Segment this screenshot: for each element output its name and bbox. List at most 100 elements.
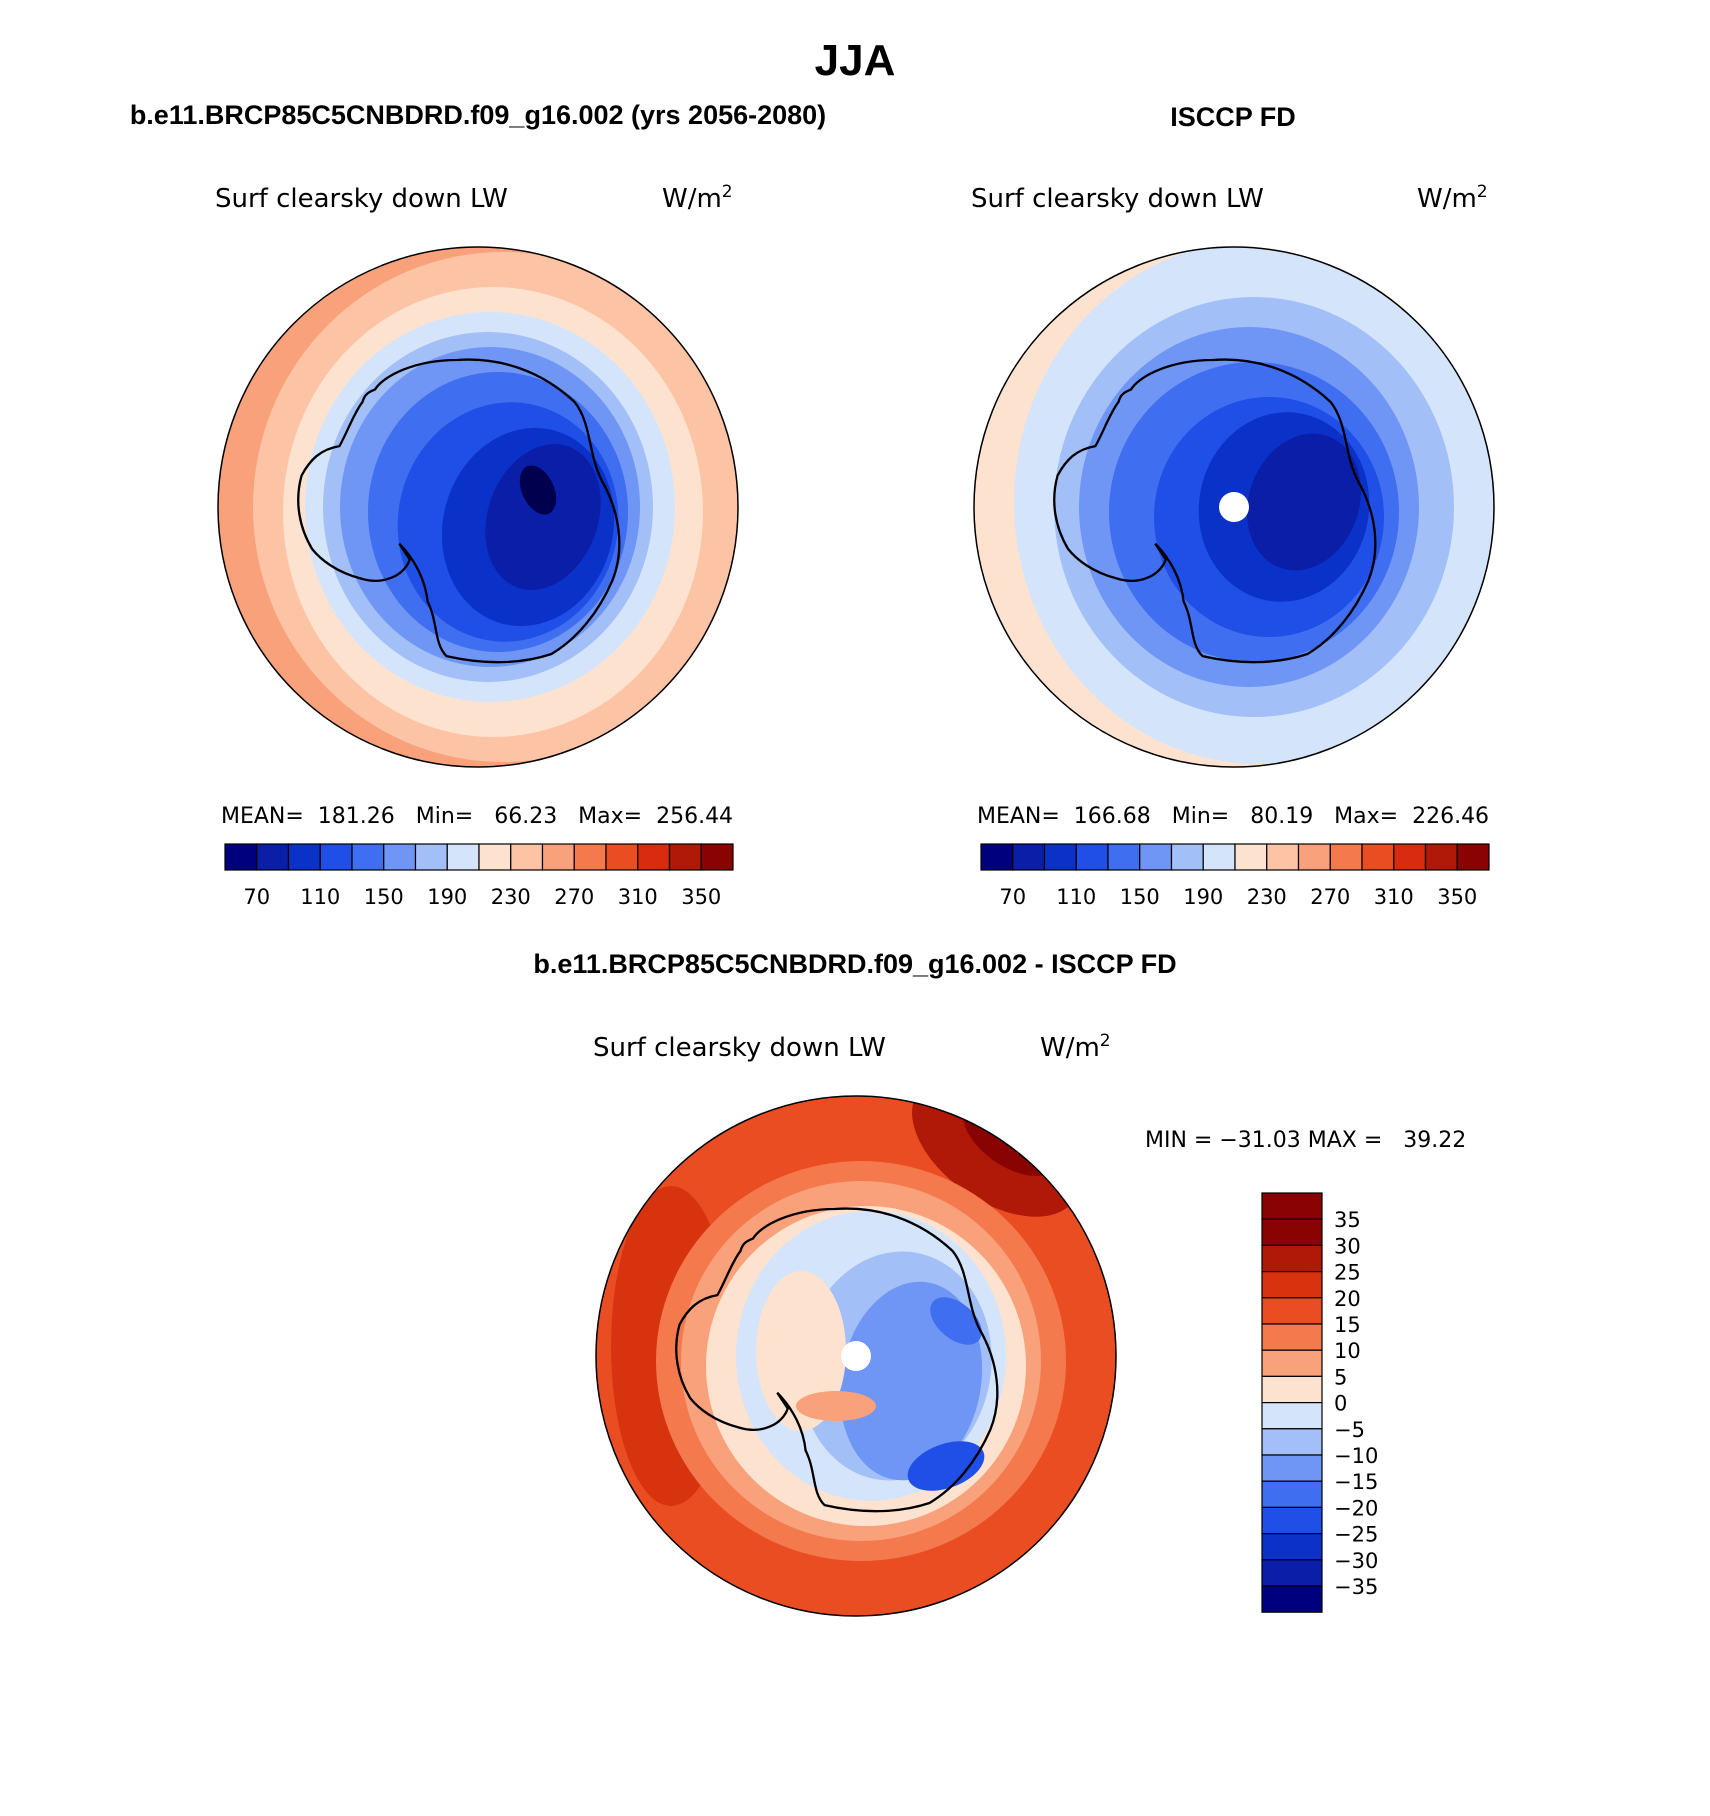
colorbar-swatch bbox=[256, 843, 290, 871]
colorbar-swatch bbox=[1261, 1480, 1323, 1508]
colorbar-swatch bbox=[478, 843, 512, 871]
colorbar-tick-label: 230 bbox=[491, 885, 531, 909]
colorbar-tick-label: 110 bbox=[1056, 885, 1096, 909]
panel-title: b.e11.BRCP85C5CNBDRD.f09_g16.002 - ISCCP… bbox=[533, 949, 1176, 979]
map-boundary bbox=[973, 246, 1495, 768]
colorbar-swatch bbox=[668, 843, 702, 871]
colorbar-swatch bbox=[1107, 843, 1141, 871]
colorbar-tick-label: 350 bbox=[1437, 885, 1477, 909]
contour-band bbox=[907, 1441, 985, 1491]
colorbar-swatch bbox=[446, 843, 480, 871]
colorbar-swatch bbox=[287, 843, 321, 871]
colorbar-tick-label: −35 bbox=[1334, 1575, 1378, 1599]
polar-map bbox=[218, 247, 738, 767]
colorbar-swatch bbox=[1261, 1270, 1323, 1299]
colorbar-tick-label: −20 bbox=[1334, 1496, 1378, 1520]
colorbar-swatch bbox=[1261, 1192, 1323, 1220]
colorbar-swatch bbox=[1261, 1244, 1323, 1273]
colorbar-swatch bbox=[1361, 843, 1395, 871]
map-boundary bbox=[595, 1095, 1117, 1617]
colorbar-swatch bbox=[1261, 1532, 1323, 1561]
colorbar-tick-label: 110 bbox=[300, 885, 340, 909]
colorbar-tick-label: 190 bbox=[1183, 885, 1223, 909]
variable-label: Surf clearsky down LW bbox=[215, 184, 508, 214]
units-label: W/m2 bbox=[1040, 1031, 1111, 1063]
contour-band bbox=[756, 1271, 846, 1431]
colorbar-tick-label: 270 bbox=[1310, 885, 1350, 909]
colorbar-tick-label: 35 bbox=[1334, 1208, 1361, 1232]
map-boundary bbox=[217, 246, 739, 768]
colorbar-tick-label: 5 bbox=[1334, 1365, 1347, 1389]
variable-label: Surf clearsky down LW bbox=[593, 1033, 886, 1063]
colorbar-tick-label: −5 bbox=[1334, 1418, 1365, 1442]
colorbar-tick-label: 350 bbox=[681, 885, 721, 909]
stats-label: MEAN= 166.68 Min= 80.19 Max= 226.46 bbox=[977, 804, 1489, 829]
colorbar-tick-label: 310 bbox=[1374, 885, 1414, 909]
colorbar-swatch bbox=[1261, 1506, 1323, 1535]
colorbar-swatch bbox=[573, 843, 607, 871]
colorbar-tick-label: 20 bbox=[1334, 1287, 1361, 1311]
colorbar-tick-label: −10 bbox=[1334, 1444, 1378, 1468]
colorbar-swatch bbox=[1261, 1349, 1323, 1377]
colorbar-tick-label: 150 bbox=[1120, 885, 1160, 909]
colorbar-swatch bbox=[319, 843, 353, 871]
units-label: W/m2 bbox=[662, 182, 733, 214]
colorbar-tick-label: −15 bbox=[1334, 1470, 1378, 1494]
colorbar-swatch bbox=[700, 843, 734, 871]
colorbar-swatch bbox=[1424, 843, 1458, 871]
colorbar-swatch bbox=[1261, 1218, 1323, 1246]
colorbar-swatch bbox=[1261, 1559, 1323, 1587]
colorbar-swatch bbox=[980, 843, 1014, 871]
polar-map bbox=[596, 1096, 1116, 1616]
colorbar-swatch bbox=[1234, 843, 1268, 871]
colorbar-tick-label: 10 bbox=[1334, 1339, 1361, 1363]
contour-band bbox=[930, 1297, 982, 1345]
contour-band bbox=[485, 444, 601, 590]
pole-hole bbox=[841, 1341, 871, 1371]
colorbar-swatch bbox=[1170, 843, 1204, 871]
colorbar-tick-label: 25 bbox=[1334, 1261, 1361, 1285]
colorbar-tick-label: 70 bbox=[999, 885, 1026, 909]
colorbar-swatch bbox=[414, 843, 448, 871]
colorbar-swatch bbox=[383, 843, 417, 871]
panel-model: b.e11.BRCP85C5CNBDRD.f09_g16.002 (yrs 20… bbox=[130, 100, 826, 909]
colorbar-tick-label: 190 bbox=[427, 885, 467, 909]
colorbar-swatch bbox=[224, 843, 258, 871]
panel-title: b.e11.BRCP85C5CNBDRD.f09_g16.002 (yrs 20… bbox=[130, 100, 826, 130]
colorbar-swatch bbox=[1043, 843, 1077, 871]
colorbar-tick-label: 310 bbox=[618, 885, 658, 909]
colorbar-tick-label: −25 bbox=[1334, 1523, 1378, 1547]
colorbar-swatch bbox=[1261, 1323, 1323, 1351]
colorbar-swatch bbox=[1075, 843, 1109, 871]
colorbar-tick-label: 30 bbox=[1334, 1234, 1361, 1258]
colorbar-swatch bbox=[1261, 1375, 1323, 1404]
colorbar-swatch bbox=[1139, 843, 1173, 871]
colorbar-tick-label: 70 bbox=[243, 885, 270, 909]
colorbar-tick-label: 15 bbox=[1334, 1313, 1361, 1337]
colorbar-swatch bbox=[1393, 843, 1427, 871]
colorbar-tick-label: 150 bbox=[364, 885, 404, 909]
contour-band bbox=[796, 1391, 876, 1421]
colorbar-tick-label: 0 bbox=[1334, 1392, 1347, 1416]
colorbar-swatch bbox=[1456, 843, 1490, 871]
colorbar-tick-label: −30 bbox=[1334, 1549, 1378, 1573]
colorbar-swatch bbox=[1261, 1428, 1323, 1456]
panel-diff: b.e11.BRCP85C5CNBDRD.f09_g16.002 - ISCCP… bbox=[533, 949, 1466, 1617]
contour-band bbox=[1247, 433, 1361, 571]
units-label: W/m2 bbox=[1417, 182, 1488, 214]
colorbar-swatch bbox=[1202, 843, 1236, 871]
minimum-spot bbox=[519, 465, 557, 515]
colorbar-swatch bbox=[541, 843, 575, 871]
colorbar-swatch bbox=[1266, 843, 1300, 871]
colorbar-swatch bbox=[1012, 843, 1046, 871]
pole-hole bbox=[1219, 492, 1249, 522]
panel-title: ISCCP FD bbox=[1170, 102, 1296, 132]
colorbar-tick-label: 230 bbox=[1247, 885, 1287, 909]
colorbar-swatch bbox=[1329, 843, 1363, 871]
panel-obs: ISCCP FD Surf clearsky down LW W/m2 MEAN… bbox=[971, 102, 1495, 909]
stats-label: MEAN= 181.26 Min= 66.23 Max= 256.44 bbox=[221, 804, 733, 829]
colorbar-swatch bbox=[1261, 1297, 1323, 1325]
page-title: JJA bbox=[815, 36, 896, 85]
